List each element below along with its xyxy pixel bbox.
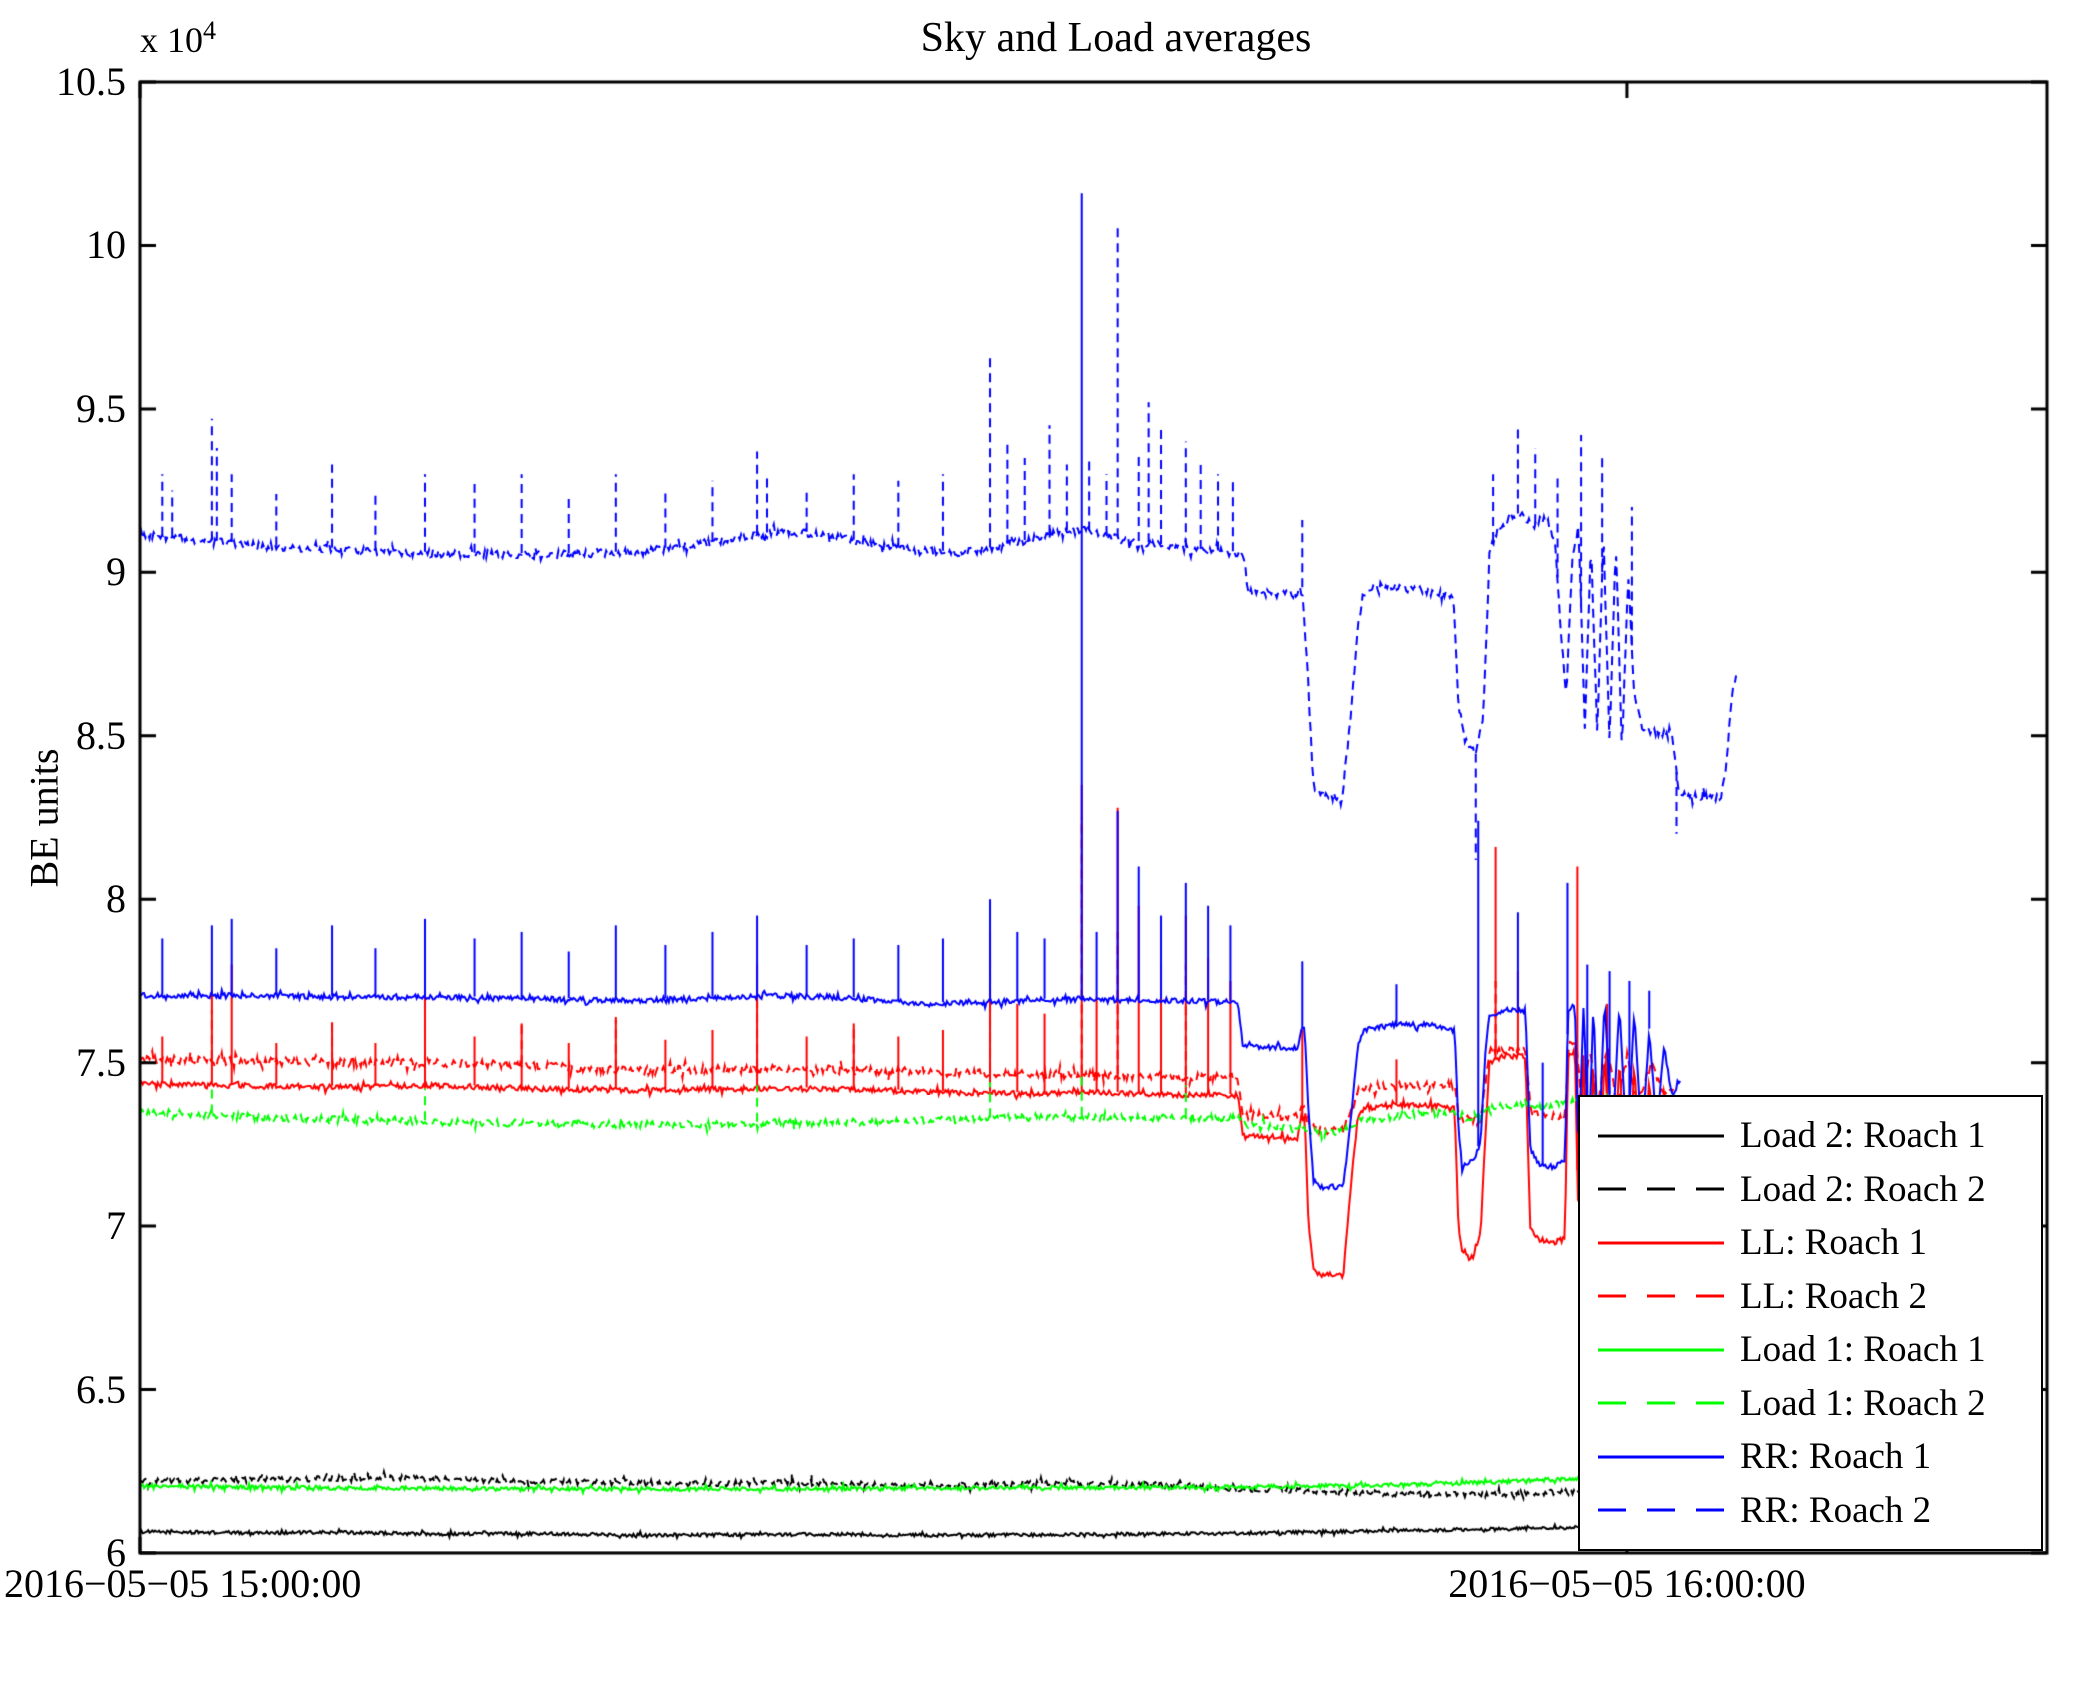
legend-item: Load 1: Roach 2 (1580, 1377, 2041, 1431)
legend-line-sample (1598, 1455, 1724, 1459)
y-tick-label: 9 (106, 549, 126, 595)
legend-line-sample (1598, 1134, 1724, 1138)
legend-line-sample (1598, 1508, 1724, 1512)
legend-line-sample (1598, 1241, 1724, 1245)
legend-item-label: Load 2: Roach 2 (1740, 1168, 1986, 1210)
y-tick-label: 7 (106, 1203, 126, 1249)
legend-item-label: Load 1: Roach 1 (1740, 1329, 1986, 1371)
legend: Load 2: Roach 1 Load 2: Roach 2 LL: Roach … (1578, 1095, 2043, 1551)
legend-item: RR: Roach 1 (1580, 1430, 2041, 1484)
y-tick-label: 10 (86, 222, 126, 268)
y-tick-label: 7.5 (76, 1039, 126, 1085)
y-tick-label: 6 (106, 1530, 126, 1575)
legend-line-sample (1598, 1187, 1724, 1191)
y-axis-multiplier: x 104 (140, 16, 216, 61)
y-axis-label: BE units (21, 748, 67, 888)
legend-line-sample (1598, 1294, 1724, 1298)
y-axis-multiplier-exponent: 4 (203, 16, 216, 45)
legend-item-label: Load 1: Roach 2 (1740, 1382, 1986, 1424)
x-tick-label: 2016−05−05 15:00:00 (4, 1561, 362, 1606)
legend-line-sample (1598, 1401, 1724, 1405)
y-axis-multiplier-base: x 10 (140, 20, 203, 60)
legend-item: Load 2: Roach 1 (1580, 1109, 2041, 1163)
legend-item-label: RR: Roach 1 (1740, 1436, 1932, 1478)
y-tick-label: 10.5 (56, 59, 126, 104)
y-tick-label: 8 (106, 876, 126, 922)
legend-item: LL: Roach 2 (1580, 1270, 2041, 1324)
legend-item: RR: Roach 2 (1580, 1484, 2041, 1538)
x-tick-label: 2016−05−05 16:00:00 (1448, 1561, 1806, 1606)
legend-item-label: Load 2: Roach 1 (1740, 1115, 1986, 1157)
chart-title: Sky and Load averages (920, 15, 1312, 61)
legend-item-label: LL: Roach 1 (1740, 1222, 1928, 1264)
legend-item: LL: Roach 1 (1580, 1216, 2041, 1270)
y-tick-label: 9.5 (76, 385, 126, 431)
legend-item: Load 2: Roach 2 (1580, 1163, 2041, 1217)
legend-item-label: RR: Roach 2 (1740, 1489, 1932, 1531)
legend-item: Load 1: Roach 1 (1580, 1323, 2041, 1377)
y-tick-label: 8.5 (76, 712, 126, 758)
legend-line-sample (1598, 1348, 1724, 1352)
y-tick-label: 6.5 (76, 1366, 126, 1412)
legend-item-label: LL: Roach 2 (1740, 1275, 1928, 1317)
